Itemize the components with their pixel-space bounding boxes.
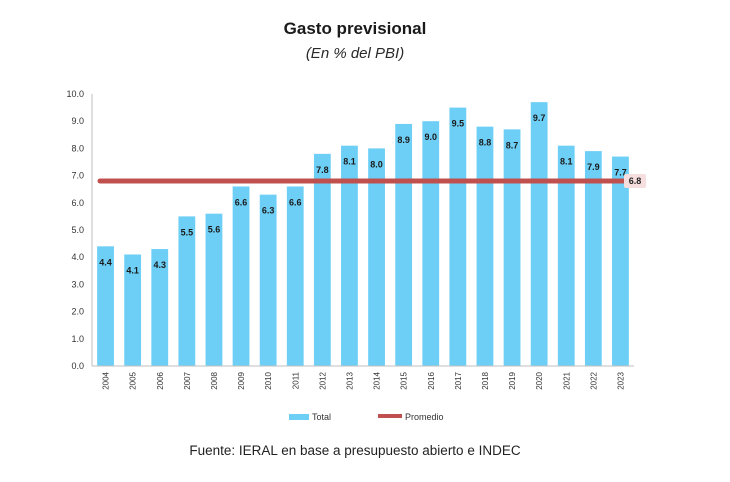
- average-label: 6.8: [629, 176, 642, 186]
- y-tick-label: 4.0: [71, 252, 84, 262]
- x-tick-label-2017: 2017: [454, 371, 463, 389]
- data-label-2004: 4.4: [99, 257, 112, 267]
- data-label-2007: 5.5: [181, 227, 194, 237]
- bar-2020: [530, 102, 548, 366]
- data-label-2008: 5.6: [208, 225, 221, 235]
- bar-2004: [97, 246, 114, 366]
- data-label-2017: 9.5: [452, 119, 465, 129]
- average-line-group: 6.8: [97, 174, 646, 189]
- legend-label-promedio: Promedio: [405, 412, 444, 422]
- x-tick-label-2009: 2009: [237, 371, 246, 389]
- data-label-2013: 8.1: [343, 157, 356, 167]
- data-label-2014: 8.0: [370, 159, 383, 169]
- bars: [97, 102, 629, 366]
- bar-2017: [449, 107, 467, 366]
- data-label-2016: 9.0: [424, 132, 437, 142]
- x-tick-label-2008: 2008: [210, 371, 219, 389]
- y-tick-label: 7.0: [71, 171, 84, 181]
- bar-2006: [151, 249, 169, 366]
- chart-title: Gasto previsional: [284, 19, 427, 38]
- x-tick-label-2012: 2012: [318, 371, 327, 389]
- data-labels: 4.4 4.1 4.3 5.5 5.6 6.6 6.3 6.6 7.8 8.1 8.0 8.9 9.0 9…: [99, 113, 626, 275]
- data-label-2021: 8.1: [560, 157, 573, 167]
- legend-swatch-promedio: [378, 414, 402, 418]
- x-tick-label-2023: 2023: [616, 371, 625, 389]
- x-tick-label-2021: 2021: [562, 371, 571, 389]
- data-label-2012: 7.8: [316, 165, 329, 175]
- bar-2014: [368, 148, 385, 366]
- bar-2007: [178, 216, 196, 366]
- y-axis: 0.0 1.0 2.0 3.0 4.0 5.0 6.0 7.0 8.0 9.0 10.0: [66, 89, 93, 371]
- x-tick-label-2014: 2014: [373, 371, 382, 389]
- x-tick-label-2019: 2019: [508, 371, 517, 389]
- y-tick-label: 0.0: [71, 361, 84, 371]
- data-label-2022: 7.9: [587, 162, 600, 172]
- y-tick-label: 2.0: [71, 307, 84, 317]
- x-tick-label-2020: 2020: [535, 371, 544, 389]
- bar-2018: [476, 126, 494, 366]
- bar-2005: [124, 254, 142, 366]
- y-tick-label: 5.0: [71, 225, 84, 235]
- y-tick-label: 1.0: [71, 334, 84, 344]
- x-tick-label-2010: 2010: [264, 371, 273, 389]
- legend: Total Promedio: [289, 412, 444, 422]
- x-tick-label-2007: 2007: [183, 371, 192, 389]
- x-tick-label-2015: 2015: [400, 371, 409, 389]
- bar-2008: [205, 213, 223, 366]
- data-label-2020: 9.7: [533, 113, 546, 123]
- bar-2015: [395, 123, 413, 366]
- x-tick-label-2022: 2022: [589, 371, 598, 389]
- y-tick-label: 3.0: [71, 279, 84, 289]
- y-tick-label: 8.0: [71, 143, 84, 153]
- x-axis: 2004 2005 2006 2007 2008 2009 2010 2011 2012 2013…: [92, 365, 634, 390]
- bar-2009: [232, 186, 250, 366]
- bar-2012: [313, 153, 331, 366]
- bar-2016: [422, 121, 440, 366]
- data-label-2019: 8.7: [506, 140, 519, 150]
- average-label-box: [624, 174, 646, 189]
- y-tick-label: 10.0: [66, 89, 84, 99]
- legend-label-total: Total: [312, 412, 331, 422]
- data-label-2018: 8.8: [479, 138, 492, 148]
- y-tick-label: 6.0: [71, 198, 84, 208]
- bar-2019: [503, 129, 521, 366]
- x-tick-label-2011: 2011: [291, 371, 300, 389]
- data-label-2005: 4.1: [126, 265, 139, 275]
- bar-2013: [341, 145, 358, 366]
- bar-2021: [557, 145, 575, 366]
- data-label-2011: 6.6: [289, 197, 302, 207]
- data-label-2006: 4.3: [153, 260, 166, 270]
- data-label-2010: 6.3: [262, 206, 275, 216]
- x-tick-label-2004: 2004: [102, 371, 111, 389]
- bar-2023: [612, 156, 629, 366]
- source-note: Fuente: IERAL en base a presupuesto abie…: [189, 443, 520, 458]
- x-tick-label-2018: 2018: [481, 371, 490, 389]
- bar-2010: [259, 194, 277, 366]
- x-tick-label-2006: 2006: [156, 371, 165, 389]
- x-tick-label-2005: 2005: [129, 371, 138, 389]
- y-tick-label: 9.0: [71, 116, 84, 126]
- data-label-2009: 6.6: [235, 197, 248, 207]
- x-tick-label-2016: 2016: [427, 371, 436, 389]
- bar-2011: [286, 186, 304, 366]
- bar-2022: [584, 151, 602, 366]
- data-label-2015: 8.9: [397, 135, 410, 145]
- x-tick-label-2013: 2013: [345, 371, 354, 389]
- legend-swatch-total: [289, 414, 309, 420]
- data-label-2023: 7.7: [614, 168, 627, 178]
- chart-subtitle: (En % del PBI): [306, 45, 404, 62]
